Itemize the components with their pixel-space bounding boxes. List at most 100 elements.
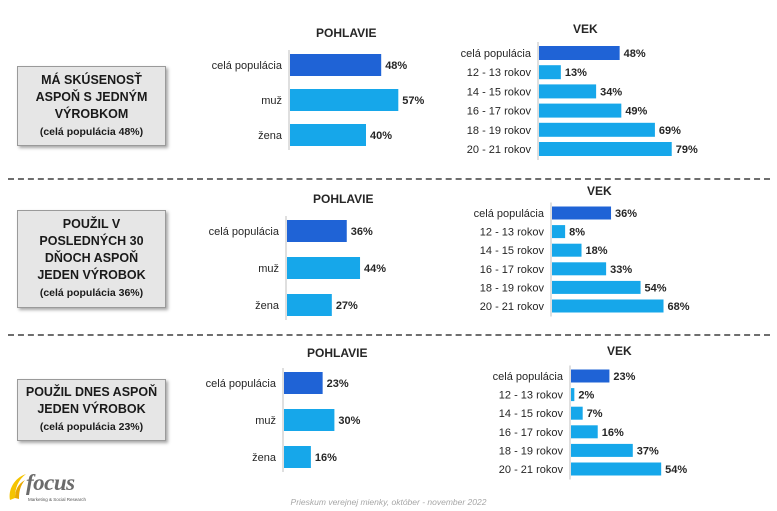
logo-tagline: Marketing & Social Research [28,497,87,502]
gender-value-label: 36% [351,226,373,238]
age-value-label: 48% [624,48,646,60]
age-bar [539,84,597,99]
summary-box-1: MÁ SKÚSENOSŤ ASPOŇ S JEDNÝM VÝROBKOM (ce… [17,66,166,146]
age-bar [571,369,610,383]
gender-category-label: žena [255,300,280,312]
gender-header-2: POHLAVIE [313,192,374,206]
age-value-label: 33% [610,264,632,276]
age-bar [571,406,583,420]
age-category-label: 12 - 13 rokov [480,227,545,239]
age-bar [539,142,672,156]
age-category-label: 20 - 21 rokov [467,144,532,156]
summary-title-1: MÁ SKÚSENOSŤ ASPOŇ S JEDNÝM VÝROBKOM [35,72,148,121]
summary-title-2: POUŽIL V POSLEDNÝCH 30 DŇOCH ASPOŇ JEDEN… [37,217,146,282]
gender-value-label: 57% [402,95,424,107]
age-category-label: 14 - 15 rokov [467,86,532,98]
summary-box-2: POUŽIL V POSLEDNÝCH 30 DŇOCH ASPOŇ JEDEN… [17,210,166,308]
age-bar [552,262,607,276]
age-bar [552,206,612,220]
age-value-label: 49% [625,106,647,118]
age-value-label: 54% [665,464,687,476]
age-bar [571,443,633,457]
age-bar [539,103,622,118]
age-value-label: 13% [565,67,587,79]
gender-category-label: celá populácia [209,226,280,238]
gender-category-label: muž [261,95,282,107]
gender-value-label: 16% [315,452,337,464]
age-value-label: 36% [615,208,637,220]
age-bar [552,243,582,257]
summary-box-3: POUŽIL DNES ASPOŇ JEDEN VÝROBOK (celá po… [17,379,166,441]
gender-value-label: 27% [336,300,358,312]
gender-bar [287,220,347,242]
age-category-label: celá populácia [493,371,564,383]
age-category-label: 16 - 17 rokov [467,106,532,118]
age-category-label: 16 - 17 rokov [499,427,564,439]
gender-header-3: POHLAVIE [307,346,368,360]
age-bar [571,388,575,402]
gender-header-1: POHLAVIE [316,26,377,40]
age-value-label: 79% [676,144,698,156]
age-value-label: 69% [659,125,681,137]
age-value-label: 7% [587,408,603,420]
age-category-label: 12 - 13 rokov [467,67,532,79]
age-header-3: VEK [607,344,632,358]
gender-category-label: muž [258,263,279,275]
age-category-label: 20 - 21 rokov [480,301,545,313]
age-category-label: 14 - 15 rokov [480,245,545,257]
summary-subtitle-1: (celá populácia 48%) [39,125,144,138]
age-value-label: 18% [586,245,608,257]
footer-source: Prieskum verejnej mienky, október - nove… [290,497,487,507]
gender-bar [287,257,361,279]
gender-category-label: celá populácia [206,378,277,390]
gender-bar [284,446,311,468]
gender-bar [290,54,382,76]
age-bar [552,225,566,239]
gender-value-label: 23% [327,378,349,390]
age-value-label: 54% [645,282,667,294]
focus-logo: focus Marketing & Social Research [6,470,96,508]
age-value-label: 16% [602,427,624,439]
divider-1 [8,178,770,180]
gender-category-label: žena [258,130,283,142]
logo-mark-icon [9,474,27,500]
age-bar [571,425,598,439]
age-bar [552,299,664,313]
gender-value-label: 40% [370,130,392,142]
age-category-label: celá populácia [461,48,532,60]
summary-subtitle-3: (celá populácia 23%) [39,421,144,433]
summary-title-3: POUŽIL DNES ASPOŇ JEDEN VÝROBOK [25,385,158,416]
age-category-label: 14 - 15 rokov [499,408,564,420]
gender-bar [284,372,323,394]
age-bar [552,280,641,294]
gender-bar [284,409,335,431]
age-header-2: VEK [587,184,612,198]
summary-subtitle-2: (celá populácia 36%) [39,287,144,299]
age-bar [539,122,655,137]
gender-value-label: 44% [364,263,386,275]
age-value-label: 2% [578,390,594,402]
age-value-label: 8% [569,227,585,239]
age-bar [539,46,620,60]
age-category-label: 12 - 13 rokov [499,390,564,402]
gender-category-label: celá populácia [212,60,283,72]
age-bar [571,462,662,476]
age-value-label: 37% [637,445,659,457]
age-header-1: VEK [573,22,598,36]
age-bar [539,65,561,80]
gender-category-label: muž [255,415,276,427]
divider-2 [8,334,770,336]
age-value-label: 23% [613,371,635,383]
gender-value-label: 30% [338,415,360,427]
gender-bar [287,294,332,316]
age-category-label: 18 - 19 rokov [480,282,545,294]
gender-bar [290,124,366,146]
gender-category-label: žena [252,452,277,464]
logo-word: focus [26,470,75,495]
